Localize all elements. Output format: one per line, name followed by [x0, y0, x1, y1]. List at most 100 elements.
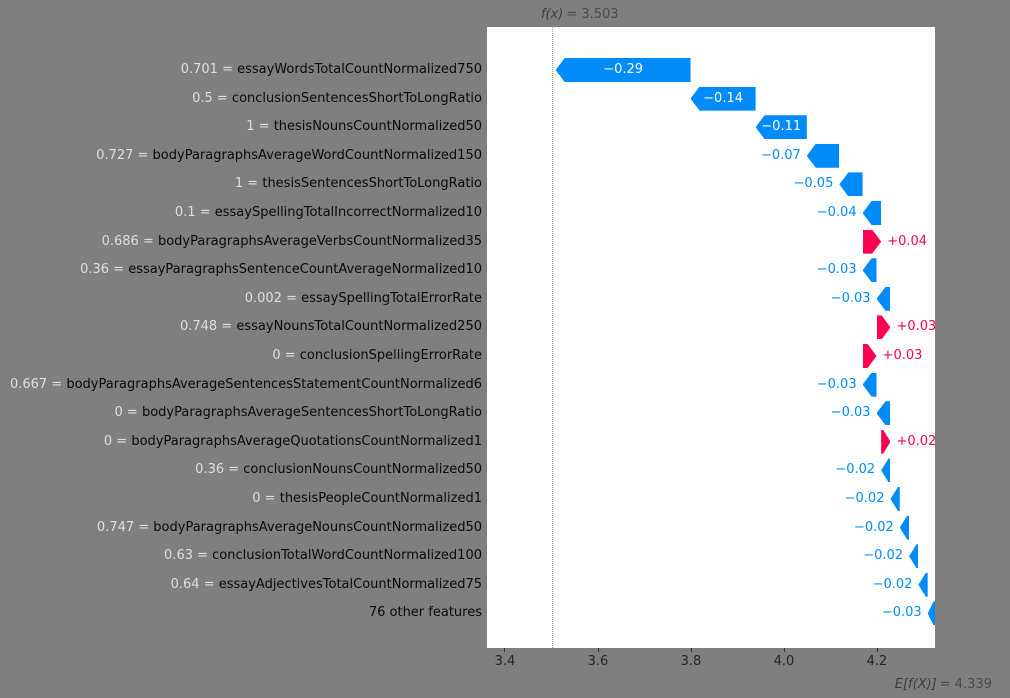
- feature-value: 1 =: [246, 119, 274, 135]
- tick-mark: [690, 648, 692, 652]
- feature-value: 1 =: [234, 176, 263, 192]
- shap-bar: [890, 487, 900, 511]
- feature-value: 0.727 =: [96, 147, 153, 163]
- shap-bar: [881, 429, 891, 454]
- shap-value-label: −0.02: [863, 548, 904, 564]
- feature-label: 0.747 = bodyParagraphsAverageNounsCountN…: [97, 518, 482, 538]
- feature-value: 0.701 =: [180, 62, 238, 77]
- shap-bar: [862, 229, 882, 254]
- feature-name: conclusionNounsCountNormalized50: [243, 462, 482, 478]
- feature-value: 0 =: [272, 348, 300, 363]
- shap-value-label: −0.07: [760, 147, 801, 163]
- feature-label: 0.727 = bodyParagraphsAverageWordCountNo…: [96, 146, 482, 166]
- feature-label: 0.748 = essayNounsTotalCountNormalized25…: [180, 317, 482, 337]
- shap-bar: [690, 86, 756, 111]
- tick-mark: [597, 648, 599, 652]
- feature-name: 76 other features: [368, 605, 482, 621]
- feature-value: 0 =: [252, 491, 280, 506]
- shap-value-label: +0.02: [896, 433, 935, 449]
- feature-name: essayNounsTotalCountNormalized250: [236, 319, 482, 335]
- feature-name: essayWordsTotalCountNormalized750: [237, 62, 482, 77]
- feature-label: 1 = thesisSentencesShortToLongRatio: [235, 174, 482, 194]
- feature-label: 0.1 = essaySpellingTotalIncorrectNormali…: [175, 203, 482, 223]
- fx-annotation: f(x) = 3.503: [541, 7, 619, 22]
- feature-label: 0 = bodyParagraphsAverageQuotationsCount…: [104, 432, 482, 452]
- shap-bar: [862, 201, 882, 225]
- feature-name: essayAdjectivesTotalCountNormalized75: [218, 576, 482, 592]
- shap-bar: [862, 344, 877, 368]
- feature-value: 0.36 =: [80, 262, 129, 278]
- shap-value-label: −0.11: [761, 119, 802, 135]
- shap-bar: [927, 601, 935, 626]
- shap-value-label: −0.02: [835, 462, 876, 478]
- feature-label: 0.002 = essaySpellingTotalErrorRate: [245, 289, 482, 309]
- feature-label: 0.36 = essayParagraphsSentenceCountAvera…: [80, 260, 482, 280]
- tick-label: 4.2: [866, 654, 888, 669]
- feature-value: 0.1 =: [174, 205, 215, 220]
- feature-label: 0.686 = bodyParagraphsAverageVerbsCountN…: [102, 232, 482, 252]
- feature-name: thesisSentencesShortToLongRatio: [262, 176, 482, 192]
- feature-name: bodyParagraphsAverageSentencesStatementC…: [66, 376, 482, 392]
- shap-bar: [909, 544, 919, 569]
- fx-value-text: = 3.503: [566, 7, 619, 22]
- feature-label: 0 = conclusionSpellingErrorRate: [272, 346, 482, 366]
- shap-bar: [876, 286, 891, 311]
- shap-value-label: −0.03: [816, 376, 857, 392]
- feature-value: 0.667 =: [9, 376, 67, 392]
- shap-value-label: −0.03: [816, 262, 857, 278]
- shap-value-label: +0.03: [882, 348, 923, 363]
- shap-bar: [918, 572, 928, 597]
- feature-name: bodyParagraphsAverageWordCountNormalized…: [152, 147, 482, 163]
- feature-label: 0.701 = essayWordsTotalCountNormalized75…: [181, 60, 482, 80]
- feature-label: 0.36 = conclusionNounsCountNormalized50: [195, 460, 482, 480]
- feature-name: essaySpellingTotalErrorRate: [301, 290, 482, 306]
- feature-value: 0.5 =: [192, 90, 232, 106]
- feature-name: essayParagraphsSentenceCountAverageNorma…: [128, 262, 482, 278]
- tick-mark: [504, 648, 506, 652]
- feature-value: 0 =: [114, 405, 142, 421]
- shap-bar: [862, 372, 877, 397]
- tick-mark: [876, 648, 878, 652]
- ef-symbol: E[f(X)]: [894, 677, 937, 692]
- fx-symbol: f(x): [540, 7, 564, 22]
- shap-value-label: −0.14: [703, 90, 743, 106]
- feature-label: 1 = thesisNounsCountNormalized50: [246, 117, 482, 137]
- feature-name: bodyParagraphsAverageQuotationsCountNorm…: [131, 433, 482, 449]
- shap-bar: [806, 143, 840, 168]
- shap-value-label: −0.03: [830, 290, 871, 306]
- feature-value: 0.64 =: [170, 576, 219, 592]
- shap-value-label: −0.03: [881, 605, 922, 621]
- shap-bar: [876, 401, 891, 426]
- feature-value: 0.686 =: [101, 233, 158, 249]
- feature-name: thesisPeopleCountNormalized1: [279, 491, 482, 506]
- shap-value-label: −0.03: [830, 405, 871, 421]
- feature-label: 0 = bodyParagraphsAverageSentencesShortT…: [115, 403, 482, 423]
- shap-bar: [876, 315, 891, 340]
- shap-value-label: −0.29: [603, 62, 644, 77]
- tick-label: 4.0: [773, 654, 795, 669]
- shap-bar: [899, 515, 910, 540]
- shap-value-label: −0.02: [844, 491, 885, 506]
- feature-value: 0.002 =: [244, 290, 302, 306]
- feature-label: 76 other features: [369, 603, 482, 623]
- shap-value-label: −0.04: [816, 205, 857, 220]
- shap-value-label: −0.02: [872, 576, 913, 592]
- feature-name: conclusionSentencesShortToLongRatio: [231, 90, 482, 106]
- plot-area: −0.29 −0.14 −0.11 −0.07 −0.05 −0.04 +0.04 −0.03…: [487, 27, 935, 648]
- feature-name: bodyParagraphsAverageSentencesShortToLon…: [141, 405, 482, 421]
- feature-name: conclusionTotalWordCountNormalized100: [212, 548, 482, 564]
- shap-bar: [862, 258, 877, 283]
- shap-bar: [555, 58, 691, 82]
- shap-bar: [839, 172, 863, 197]
- feature-name: conclusionSpellingErrorRate: [299, 348, 482, 363]
- shap-value-label: −0.05: [793, 176, 834, 192]
- feature-name: thesisNounsCountNormalized50: [273, 119, 482, 135]
- shap-value-label: +0.04: [887, 233, 928, 249]
- feature-value: 0.747 =: [96, 519, 154, 535]
- feature-name: bodyParagraphsAverageNounsCountNormalize…: [153, 519, 482, 535]
- shap-bar: [881, 458, 891, 483]
- feature-name: bodyParagraphsAverageVerbsCountNormalize…: [157, 233, 482, 249]
- feature-label: 0.667 = bodyParagraphsAverageSentencesSt…: [10, 375, 482, 395]
- feature-name: essaySpellingTotalIncorrectNormalized10: [214, 205, 482, 220]
